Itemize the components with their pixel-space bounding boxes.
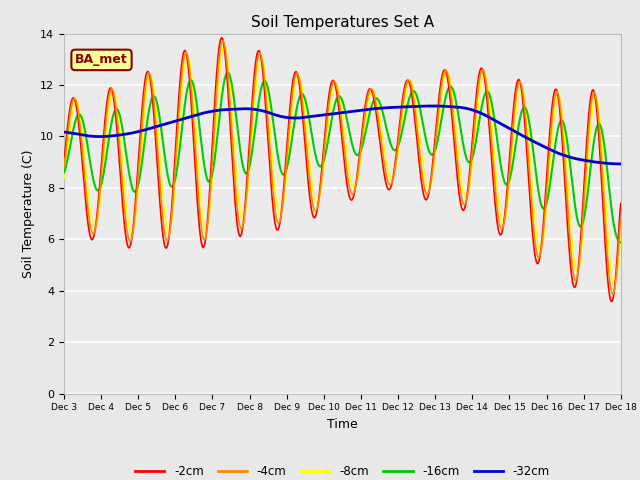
Legend: -2cm, -4cm, -8cm, -16cm, -32cm: -2cm, -4cm, -8cm, -16cm, -32cm (130, 461, 555, 480)
Y-axis label: Soil Temperature (C): Soil Temperature (C) (22, 149, 35, 278)
Title: Soil Temperatures Set A: Soil Temperatures Set A (251, 15, 434, 30)
X-axis label: Time: Time (327, 418, 358, 431)
Text: BA_met: BA_met (75, 53, 128, 66)
